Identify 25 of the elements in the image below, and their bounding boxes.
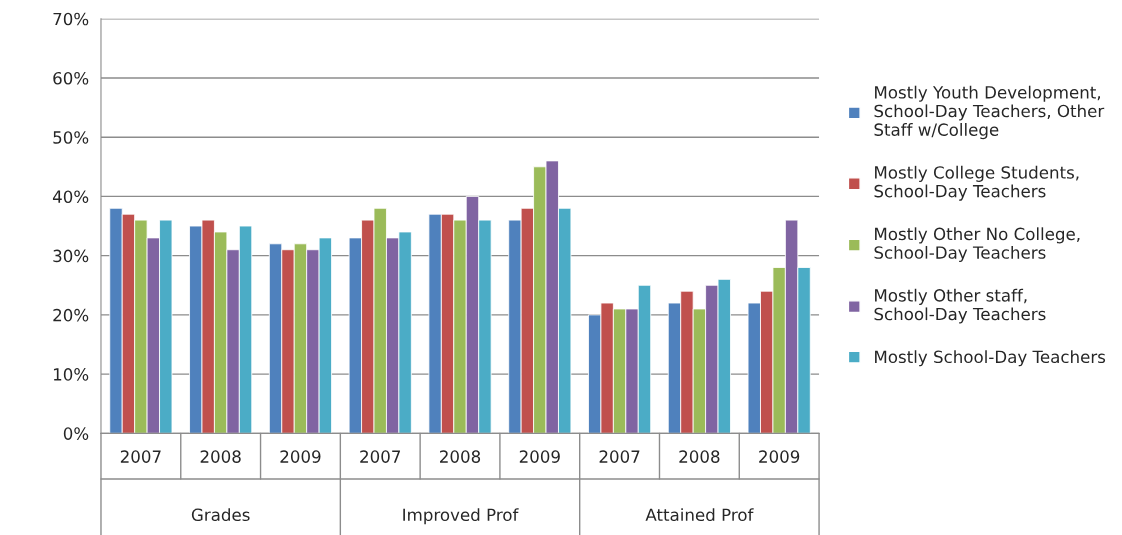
x-tick-label: 2007 xyxy=(360,450,401,463)
y-tick-label: 70% xyxy=(53,12,89,26)
y-tick-label: 60% xyxy=(53,71,89,85)
x-tick-label: 2008 xyxy=(440,450,481,463)
x-tick-label: 2007 xyxy=(120,450,161,463)
y-tick-label: 20% xyxy=(53,308,89,322)
x-tick-label: 2009 xyxy=(519,450,560,463)
y-tick-label: 50% xyxy=(53,131,89,144)
legend-label: Mostly School-Day Teachers xyxy=(875,350,1106,367)
x-tick-label: 2009 xyxy=(280,450,321,463)
y-tick-label: 10% xyxy=(53,368,89,381)
legend-label: Mostly Youth Development, School-Day Teachers, Other Staff w/College xyxy=(874,85,1105,140)
y-tick-label: 30% xyxy=(53,249,89,263)
legend-label: Mostly Other No College, School-Day Teachers xyxy=(874,227,1080,263)
x-tick-label: 2008 xyxy=(200,450,241,463)
legend-label: Mostly Other staff, School-Day Teachers xyxy=(874,288,1046,324)
text: Improved Prof xyxy=(403,508,519,525)
text: Grades xyxy=(191,508,250,522)
x-tick-label: 2009 xyxy=(759,450,800,463)
text: Attained Prof xyxy=(645,508,754,522)
y-tick-label: 40% xyxy=(52,190,89,203)
x-tick-label: 2007 xyxy=(599,450,640,463)
y-tick-label: 0% xyxy=(63,427,89,440)
x-tick-label: 2008 xyxy=(679,450,720,463)
legend-label: Mostly College Students, School-Day Teachers xyxy=(874,165,1079,201)
